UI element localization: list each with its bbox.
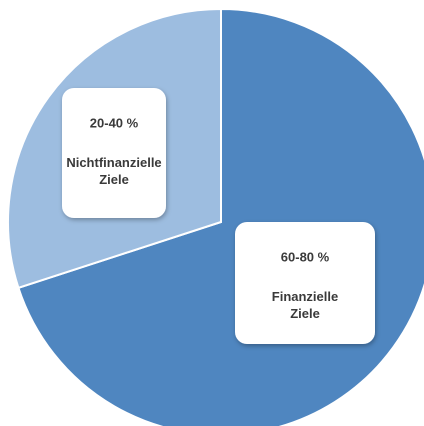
label-box (62, 88, 166, 218)
range-label: 60-80 % (281, 249, 330, 264)
category-label: Finanzielle Ziele (272, 289, 338, 321)
label-box (235, 222, 375, 344)
category-label: Nichtfinanzielle Ziele (66, 155, 161, 187)
range-label: 20-40 % (90, 115, 139, 130)
